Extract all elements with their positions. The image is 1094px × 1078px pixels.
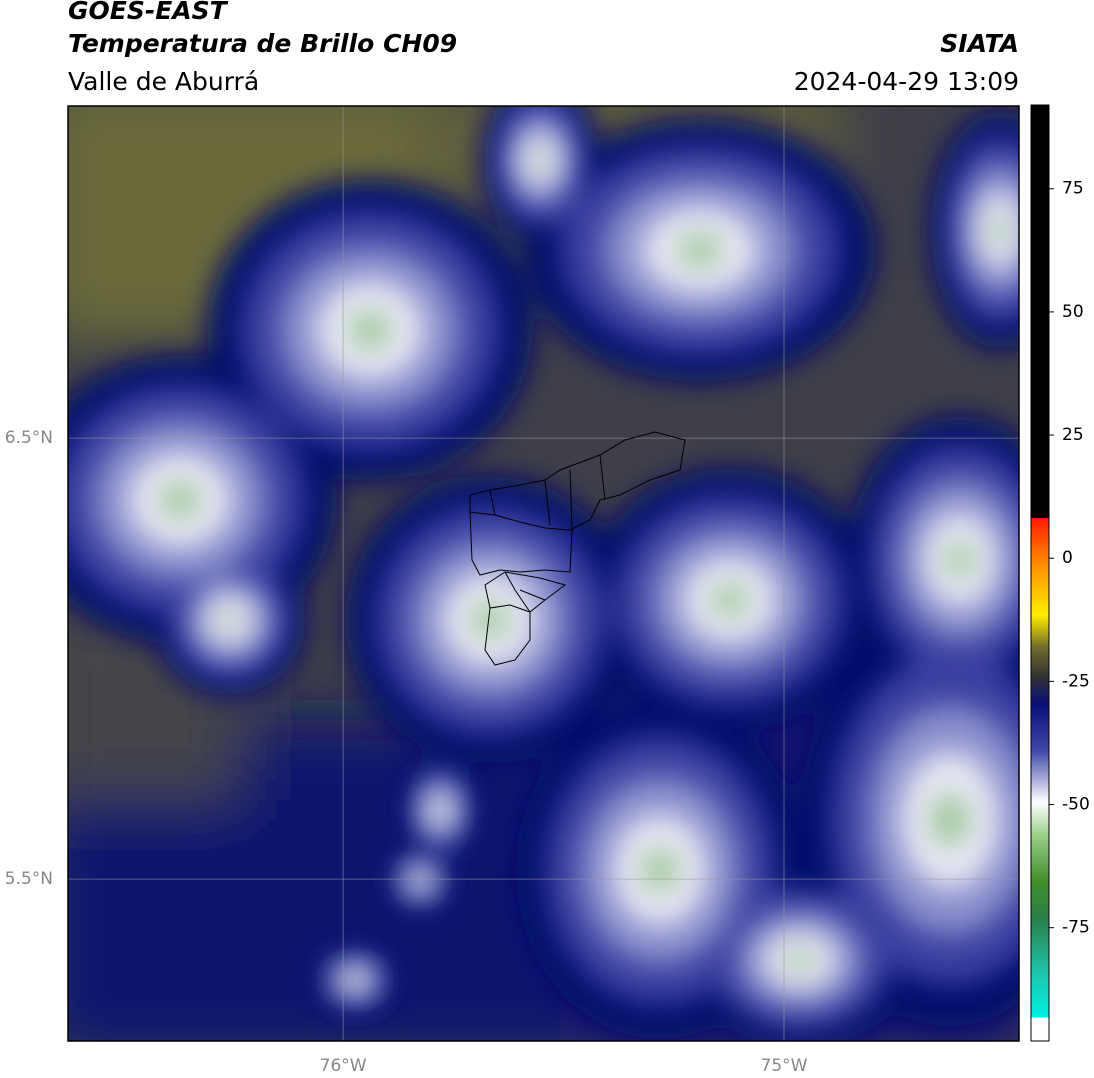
lon-label: 76°W [320, 1056, 367, 1076]
colorbar-tick-label: 50 [1062, 302, 1084, 322]
colorbar [1030, 104, 1050, 1042]
municipal-boundaries [469, 431, 686, 666]
colorbar-tick-label: 0 [1062, 548, 1073, 568]
map-frame [67, 105, 1020, 1042]
colorbar-tick-label: 25 [1062, 425, 1084, 445]
satellite-image [68, 106, 1019, 1041]
datetime: 2024-04-29 13:09 [794, 67, 1019, 96]
colorbar-tick-label: 75 [1062, 179, 1084, 199]
colorbar-tick-label: -50 [1062, 795, 1090, 815]
source: SIATA [940, 29, 1019, 58]
region: Valle de Aburrá [68, 67, 259, 96]
lon-label: 75°W [761, 1056, 808, 1076]
subtitle: Temperatura de Brillo CH09 [68, 29, 457, 58]
colorbar-tick-label: -75 [1062, 918, 1090, 938]
title: GOES-EAST [68, 0, 229, 25]
lat-label: 5.5°N [5, 869, 53, 889]
colorbar-tick-label: -25 [1062, 671, 1090, 691]
lat-label: 6.5°N [5, 428, 53, 448]
